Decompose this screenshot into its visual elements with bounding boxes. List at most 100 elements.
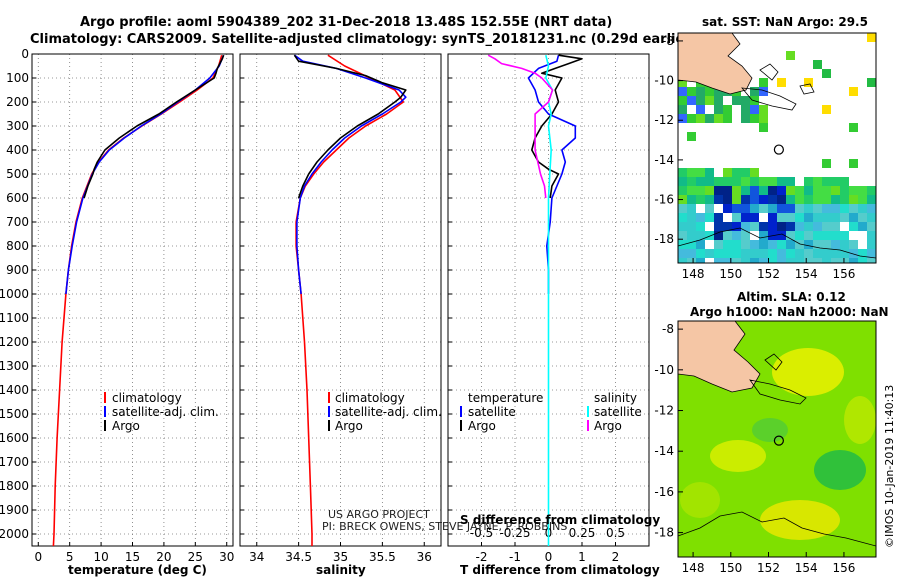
sst-cell — [678, 78, 687, 87]
sst-cell — [678, 222, 687, 231]
sst-cell — [723, 177, 732, 186]
sla-blob — [710, 440, 766, 472]
sst-cell — [831, 222, 840, 231]
sst-cell — [786, 177, 795, 186]
legend-swatch-t-argo — [460, 420, 462, 431]
sst-cell — [759, 249, 768, 258]
sst-cell — [795, 240, 804, 249]
sst-cell — [786, 186, 795, 195]
y-tick-label: 0 — [21, 47, 29, 61]
sst-cell — [759, 105, 768, 114]
sst-cell — [696, 96, 705, 105]
sst-cell — [705, 114, 714, 123]
sst-cell — [858, 249, 867, 258]
sst-cell — [687, 177, 696, 186]
sst-cell — [777, 195, 786, 204]
map-y-tick-label: -14 — [654, 153, 674, 167]
sst-cell — [759, 195, 768, 204]
sst-cell — [732, 204, 741, 213]
sst-cell — [867, 213, 876, 222]
sst-cell — [732, 213, 741, 222]
land-new-guinea — [678, 33, 753, 95]
legend-title-salinity: salinity — [594, 391, 637, 405]
map-y-tick-label: -8 — [662, 322, 674, 336]
sst-cell — [822, 204, 831, 213]
sst-cell — [831, 213, 840, 222]
legend-label-argo: Argo — [112, 419, 140, 433]
y-tick-label: 700 — [6, 215, 29, 229]
series-line-climatology — [295, 54, 405, 546]
y-tick-label: 1200 — [0, 335, 29, 349]
sst-cell — [804, 204, 813, 213]
sst-cell — [813, 258, 822, 263]
credit-line-2: PI: BRECK OWENS, STEVE JAYNE, P. ROBBINS — [322, 520, 567, 533]
sst-cell — [786, 258, 795, 263]
x-tick-label: 5 — [66, 550, 74, 564]
temperature-legend: climatology satellite-adj. clim. Argo — [104, 391, 219, 433]
sst-cell — [858, 222, 867, 231]
sst-cell — [678, 204, 687, 213]
legend-label-t-satellite: satellite — [468, 405, 516, 419]
sst-cell — [750, 258, 759, 263]
y-tick-label: 800 — [6, 239, 29, 253]
legend-swatch-satellite — [104, 406, 106, 417]
sst-cell — [750, 114, 759, 123]
sst-cell — [732, 168, 741, 177]
x-tick-label: 30 — [219, 550, 234, 564]
sst-cell — [804, 78, 813, 87]
sst-cell — [705, 204, 714, 213]
sst-cell — [696, 258, 705, 263]
sst-cell — [813, 195, 822, 204]
sst-cell — [714, 186, 723, 195]
sst-cell — [723, 222, 732, 231]
sla-blob — [760, 500, 840, 540]
sst-cell — [696, 213, 705, 222]
sst-cell — [813, 60, 822, 69]
sst-cell — [822, 249, 831, 258]
legend-swatch-climatology — [104, 392, 106, 403]
sst-cell — [768, 222, 777, 231]
sst-cell — [723, 249, 732, 258]
sst-cell — [867, 222, 876, 231]
sst-cell — [768, 240, 777, 249]
legend-swatch-argo — [104, 420, 106, 431]
sst-cell — [687, 249, 696, 258]
sla-map-frame — [677, 320, 877, 558]
sst-cell — [741, 114, 750, 123]
sst-cell — [714, 177, 723, 186]
x-tick-label: 20 — [156, 550, 171, 564]
sst-cell — [858, 213, 867, 222]
sst-cell — [840, 213, 849, 222]
y-tick-label: 1800 — [0, 479, 29, 493]
series-line-salinity-argo — [487, 54, 554, 199]
sst-cell — [678, 96, 687, 105]
sst-cell — [696, 177, 705, 186]
sst-cell — [831, 231, 840, 240]
x-tick-label: 10 — [93, 550, 108, 564]
sst-cell — [840, 195, 849, 204]
sst-cell — [687, 231, 696, 240]
x-tick-label: 15 — [125, 550, 140, 564]
sst-cell — [849, 240, 858, 249]
sst-cell — [777, 177, 786, 186]
sst-cell — [696, 222, 705, 231]
sst-cell — [678, 87, 687, 96]
sst-cell — [849, 159, 858, 168]
temperature-panel: 0100200300400500600700800900100011001200… — [0, 47, 234, 577]
s-tick-label: -0.5 — [470, 526, 493, 540]
sst-cell — [804, 240, 813, 249]
series-line-argo — [293, 54, 407, 199]
salinity-panel: 34 34.5 35 35.5 36 salinity climatology sate… — [239, 53, 567, 577]
y-tick-label: 900 — [6, 263, 29, 277]
legend-swatch-t-satellite — [460, 406, 462, 417]
sst-cell — [759, 123, 768, 132]
header-line-1: Argo profile: aoml 5904389_202 31-Dec-20… — [80, 15, 612, 30]
sst-cell — [741, 186, 750, 195]
sst-cell — [741, 168, 750, 177]
y-tick-label: 200 — [6, 95, 29, 109]
sst-map: sat. SST: NaN Argo: 29.5 -8 -10 -12 -14 -16 -… — [654, 15, 877, 281]
sst-cell — [822, 213, 831, 222]
sst-cell — [795, 258, 804, 263]
sst-cell — [750, 213, 759, 222]
